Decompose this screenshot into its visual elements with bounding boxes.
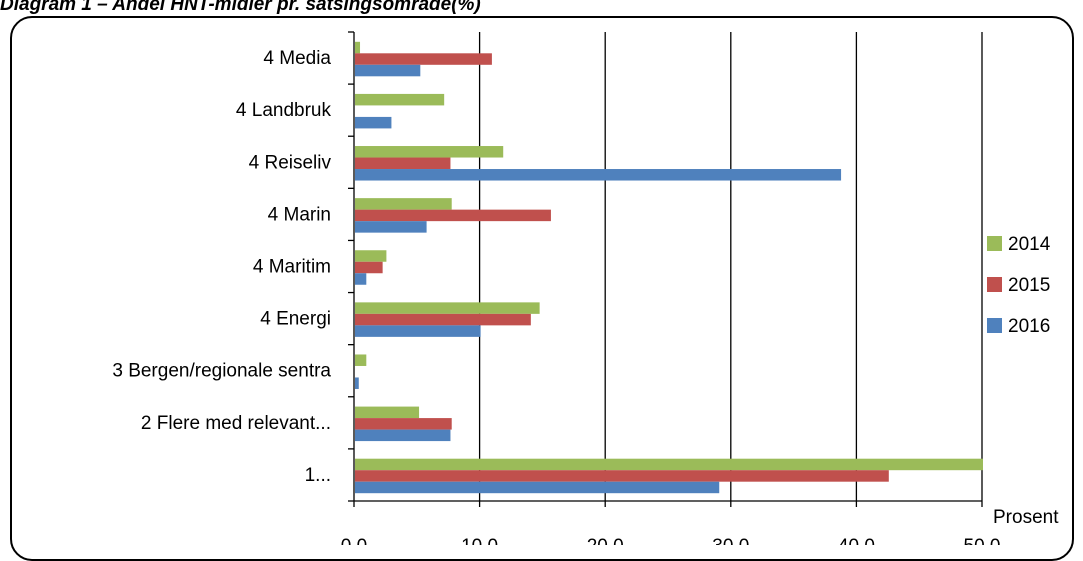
bar-2015-1 — [355, 53, 492, 65]
legend-swatch-2014 — [987, 236, 1002, 251]
category-label: 4 Maritim — [253, 257, 331, 278]
bar-2014-1 — [355, 41, 361, 54]
legend-label-2015: 2015 — [1008, 275, 1050, 296]
bar-2015-5 — [355, 261, 383, 274]
category-label: 4 Reiseliv — [249, 152, 332, 173]
bar-2014-3 — [355, 146, 504, 158]
tick-labels: 0,0 10,0 20,0 30,0 40,0 50,0 — [341, 536, 1001, 545]
bar-2015-9 — [355, 470, 889, 482]
bar-2016-3 — [355, 169, 842, 181]
bar-2014-2 — [355, 93, 445, 106]
bar-2016-2 — [355, 116, 392, 129]
bar-2016-9 — [355, 481, 720, 494]
x-tick-label: 40,0 — [838, 536, 875, 545]
x-tick-label: 0,0 — [341, 536, 367, 545]
bar-2016-7 — [355, 377, 359, 389]
category-label: 4 Marin — [268, 204, 331, 225]
bar-2014-7 — [355, 354, 367, 366]
x-tick-label: 30,0 — [712, 536, 749, 545]
category-label: 4 Energi — [260, 309, 331, 330]
bar-2016-6 — [355, 325, 481, 337]
chart-title: Diagram 1 – Andel HNT-midler pr. satsing… — [0, 0, 481, 15]
bar-2014-8 — [355, 406, 420, 419]
bar-2014-9 — [355, 458, 983, 471]
legend: 2014 2015 2016 — [987, 234, 1051, 337]
bars — [355, 41, 983, 494]
category-label: 3 Bergen/regionale sentra — [112, 361, 331, 382]
bar-chart: 4 Media 4 Landbruk 4 Reiseliv 4 Marin 4 Mari… — [112, 31, 1059, 545]
x-axis-label: Prosent — [993, 507, 1059, 528]
x-tick-label: 10,0 — [461, 536, 498, 545]
category-label: 4 Landbruk — [236, 100, 332, 121]
x-tick-label: 20,0 — [587, 536, 624, 545]
bar-2015-4 — [355, 209, 551, 222]
legend-swatch-2015 — [987, 277, 1002, 292]
bar-2016-8 — [355, 429, 451, 442]
bar-2014-6 — [355, 302, 540, 314]
bar-2015-8 — [355, 418, 452, 430]
bar-2014-5 — [355, 250, 387, 262]
x-tick-label: 50,0 — [964, 536, 1001, 545]
category-labels: 4 Media 4 Landbruk 4 Reiseliv 4 Marin 4 Mari… — [112, 48, 331, 486]
axes — [348, 31, 983, 507]
legend-label-2016: 2016 — [1008, 316, 1050, 337]
legend-label-2014: 2014 — [1008, 234, 1051, 255]
bar-2016-4 — [355, 221, 427, 233]
gridlines — [478, 32, 983, 501]
bar-2015-3 — [355, 157, 451, 170]
bar-2014-4 — [355, 198, 452, 210]
legend-swatch-2016 — [987, 318, 1002, 333]
bar-2015-6 — [355, 313, 531, 326]
category-label: 2 Flere med relevant... — [141, 413, 331, 434]
bar-2016-5 — [355, 273, 367, 285]
category-label: 4 Media — [263, 48, 331, 69]
category-label: 1... — [305, 465, 331, 486]
bar-2016-1 — [355, 64, 421, 77]
